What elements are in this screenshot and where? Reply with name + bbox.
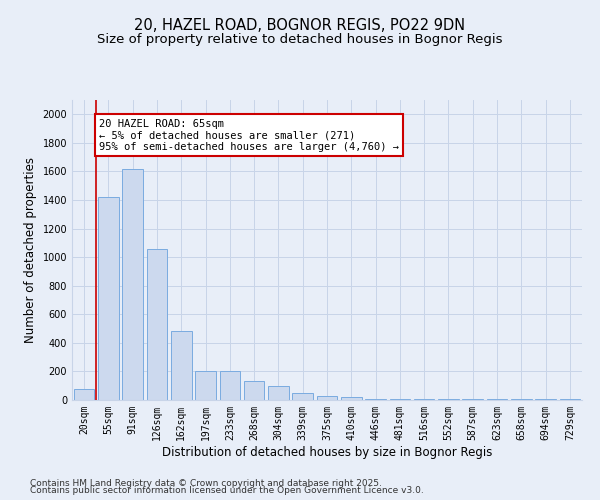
Text: 20, HAZEL ROAD, BOGNOR REGIS, PO22 9DN: 20, HAZEL ROAD, BOGNOR REGIS, PO22 9DN <box>134 18 466 32</box>
Bar <box>195 372 216 400</box>
Text: 20 HAZEL ROAD: 65sqm
← 5% of detached houses are smaller (271)
95% of semi-detac: 20 HAZEL ROAD: 65sqm ← 5% of detached ho… <box>99 118 399 152</box>
Text: Contains HM Land Registry data © Crown copyright and database right 2025.: Contains HM Land Registry data © Crown c… <box>30 478 382 488</box>
Text: Size of property relative to detached houses in Bognor Regis: Size of property relative to detached ho… <box>97 32 503 46</box>
Bar <box>220 372 240 400</box>
Bar <box>74 388 94 400</box>
X-axis label: Distribution of detached houses by size in Bognor Regis: Distribution of detached houses by size … <box>162 446 492 458</box>
Bar <box>292 393 313 400</box>
Bar <box>317 396 337 400</box>
Y-axis label: Number of detached properties: Number of detached properties <box>24 157 37 343</box>
Bar <box>98 197 119 400</box>
Bar <box>122 168 143 400</box>
Bar <box>268 386 289 400</box>
Bar <box>244 382 265 400</box>
Bar <box>171 332 191 400</box>
Bar <box>146 248 167 400</box>
Bar <box>341 397 362 400</box>
Text: Contains public sector information licensed under the Open Government Licence v3: Contains public sector information licen… <box>30 486 424 495</box>
